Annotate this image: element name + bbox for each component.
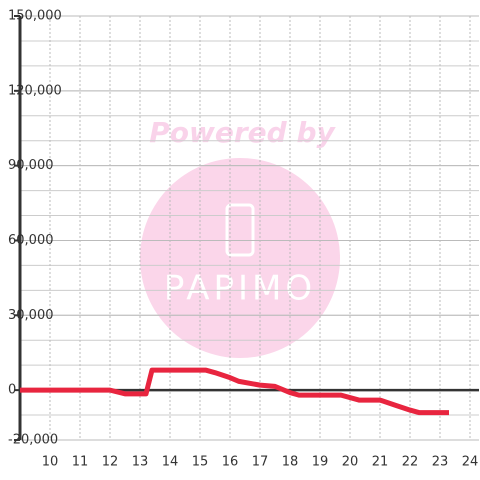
y-tick-label: 90,000 — [8, 158, 54, 173]
y-tick-label: 30,000 — [8, 308, 54, 323]
y-tick-label: 0 — [8, 383, 16, 398]
x-tick-label: 24 — [462, 455, 479, 470]
y-tick-label: 120,000 — [8, 83, 62, 98]
data-line — [20, 367, 449, 416]
x-tick-label: 11 — [72, 455, 89, 470]
x-tick-label: 21 — [372, 455, 389, 470]
y-tick-label: 150,000 — [8, 9, 62, 24]
watermark-text: Powered by — [149, 116, 336, 149]
x-tick-label: 20 — [342, 455, 359, 470]
x-tick-label: 12 — [102, 455, 119, 470]
x-tick-label: 13 — [132, 455, 149, 470]
x-tick-label: 19 — [312, 455, 329, 470]
x-tick-label: 15 — [192, 455, 209, 470]
y-tick-label: -20,000 — [8, 433, 58, 448]
x-tick-label: 14 — [162, 455, 179, 470]
y-tick-label: 60,000 — [8, 233, 54, 248]
x-tick-label: 22 — [402, 455, 419, 470]
x-tick-label: 23 — [432, 455, 449, 470]
x-tick-label: 10 — [42, 455, 59, 470]
x-tick-label: 17 — [252, 455, 269, 470]
watermark-phone — [225, 203, 255, 257]
watermark-logo: PAPIMO — [164, 269, 316, 309]
x-tick-label: 18 — [282, 455, 299, 470]
x-tick-label: 16 — [222, 455, 239, 470]
